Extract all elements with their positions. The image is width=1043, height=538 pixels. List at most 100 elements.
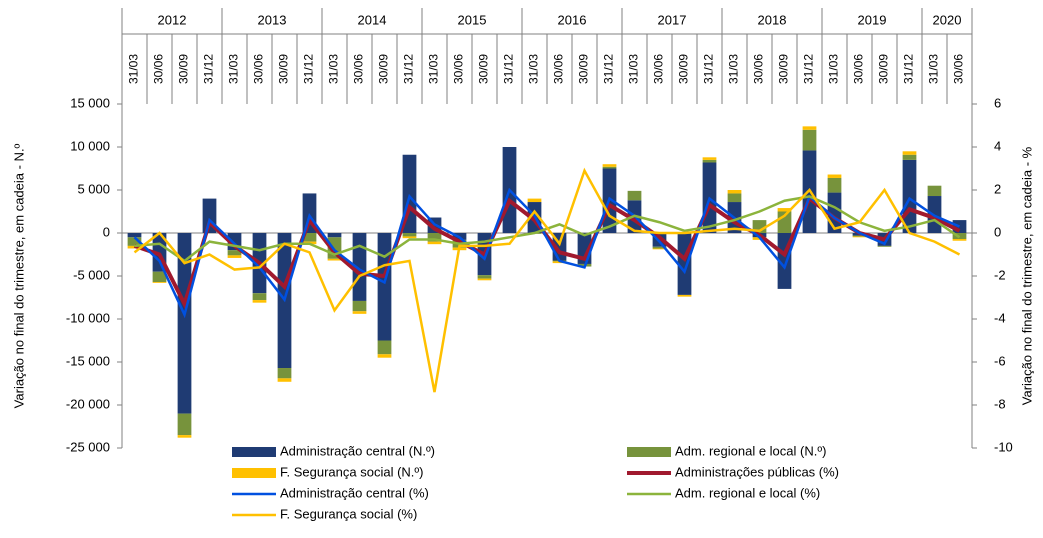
bar-segment — [377, 354, 392, 358]
quarter-label: 31/03 — [327, 54, 341, 84]
y2-tick-label: -2 — [994, 267, 1006, 282]
bar-segment — [377, 340, 392, 355]
legend-label: Administração central (N.º) — [280, 443, 435, 458]
bar-segment — [302, 233, 317, 242]
bar-segment — [902, 159, 917, 233]
bar-segment — [527, 198, 542, 203]
y2-axis-label: Variação no final do trimestre, em cadei… — [1019, 146, 1034, 405]
quarter-label: 31/12 — [402, 54, 416, 84]
quarter-label: 30/09 — [477, 54, 491, 84]
bar-segment — [177, 413, 192, 436]
quarter-label: 30/06 — [252, 54, 266, 84]
quarter-label: 30/09 — [677, 54, 691, 84]
y2-tick-label: 2 — [994, 181, 1001, 196]
quarter-label: 30/09 — [277, 54, 291, 84]
quarter-label: 31/12 — [802, 54, 816, 84]
legend-label: Adm. regional e local (N.º) — [675, 443, 826, 458]
quarter-label: 31/12 — [202, 54, 216, 84]
bar-segment — [727, 190, 742, 194]
bar-segment — [902, 154, 917, 160]
quarter-label: 30/09 — [177, 54, 191, 84]
quarter-label: 31/12 — [602, 54, 616, 84]
bar-segment — [152, 282, 167, 283]
quarter-label: 30/06 — [752, 54, 766, 84]
quarter-label: 30/06 — [152, 54, 166, 84]
bar-segment — [427, 233, 442, 242]
bar-segment — [327, 233, 342, 238]
legend-swatch — [232, 468, 276, 478]
y2-tick-label: -8 — [994, 396, 1006, 411]
bar-segment — [602, 164, 617, 167]
bar-segment — [677, 294, 692, 297]
bar-segment — [477, 278, 492, 281]
bar-segment — [402, 233, 417, 237]
bar-segment — [702, 157, 717, 160]
quarter-label: 30/06 — [452, 54, 466, 84]
bar-segment — [702, 159, 717, 163]
bar-segment — [652, 248, 667, 250]
legend-swatch — [627, 447, 671, 457]
bar-segment — [902, 151, 917, 155]
quarter-label: 30/06 — [852, 54, 866, 84]
quarter-label: 30/09 — [377, 54, 391, 84]
y-tick-label: 10 000 — [70, 138, 110, 153]
quarter-label: 31/03 — [527, 54, 541, 84]
bar-segment — [277, 378, 292, 382]
year-label: 2014 — [358, 12, 387, 27]
year-label: 2015 — [458, 12, 487, 27]
bar-segment — [952, 239, 967, 241]
bar-segment — [402, 236, 417, 239]
bar-segment — [627, 190, 642, 201]
bar-segment — [327, 258, 342, 261]
bar-segment — [352, 311, 367, 314]
year-label: 2016 — [558, 12, 587, 27]
quarter-label: 31/03 — [127, 54, 141, 84]
quarter-label: 30/09 — [877, 54, 891, 84]
bar-segment — [852, 236, 867, 238]
y-tick-label: 5 000 — [77, 181, 110, 196]
bar-segment — [177, 435, 192, 438]
bar-segment — [802, 129, 817, 151]
bar-segment — [352, 233, 367, 301]
bar-segment — [277, 368, 292, 379]
year-label: 2018 — [758, 12, 787, 27]
quarter-label: 30/09 — [777, 54, 791, 84]
quarter-label: 30/06 — [652, 54, 666, 84]
legend-label: Administrações públicas (%) — [675, 464, 839, 479]
y2-tick-label: -4 — [994, 310, 1006, 325]
line-series — [133, 167, 961, 393]
quarter-label: 31/12 — [902, 54, 916, 84]
y-tick-label: -20 000 — [66, 396, 110, 411]
bar-segment — [152, 271, 167, 283]
quarter-label: 31/03 — [627, 54, 641, 84]
quarter-label: 30/06 — [952, 54, 966, 84]
quarter-label: 30/09 — [577, 54, 591, 84]
y2-tick-label: -6 — [994, 353, 1006, 368]
quarter-label: 31/03 — [427, 54, 441, 84]
bar-segment — [177, 233, 192, 414]
bar-segment — [352, 300, 367, 312]
quarter-label: 31/03 — [927, 54, 941, 84]
quarter-label: 30/06 — [352, 54, 366, 84]
y-axis-label: Variação no final do trimestre, em cadei… — [11, 143, 26, 408]
bar-segment — [477, 275, 492, 279]
legend-swatch — [232, 447, 276, 457]
year-label: 2012 — [158, 12, 187, 27]
quarter-label: 31/03 — [827, 54, 841, 84]
bar-segment — [252, 293, 267, 301]
year-label: 2019 — [858, 12, 887, 27]
y-tick-label: 15 000 — [70, 95, 110, 110]
y2-tick-label: -10 — [994, 439, 1013, 454]
y-tick-label: -5 000 — [73, 267, 110, 282]
y-tick-label: 0 — [103, 224, 110, 239]
bar-segment — [852, 235, 867, 237]
year-label: 2020 — [933, 12, 962, 27]
legend-label: F. Segurança social (%) — [280, 506, 417, 521]
quarter-label: 31/12 — [502, 54, 516, 84]
bar-segment — [777, 208, 792, 212]
y-tick-label: -25 000 — [66, 439, 110, 454]
legend-label: F. Segurança social (N.º) — [280, 464, 423, 479]
bar-segment — [802, 126, 817, 130]
quarter-label: 31/03 — [227, 54, 241, 84]
